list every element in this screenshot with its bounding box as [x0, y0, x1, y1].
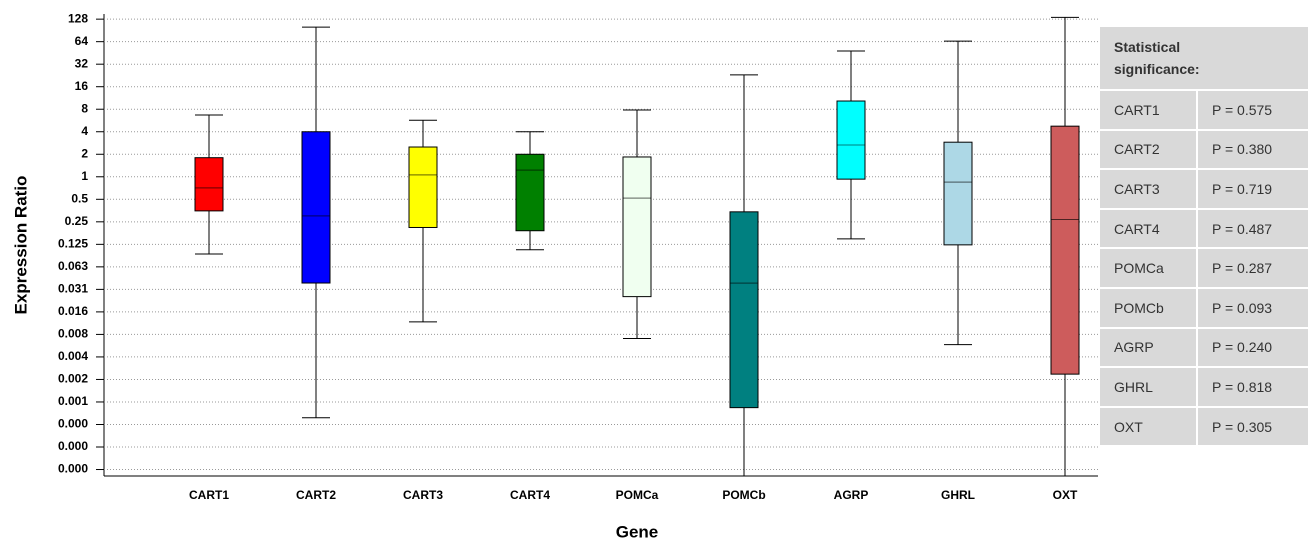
table-cell: P = 0.287 [1198, 249, 1308, 287]
y-tick-label: 128 [68, 11, 88, 25]
y-axis-label: Expression Ratio [11, 176, 30, 315]
y-tick-label: 0.016 [58, 304, 88, 318]
table-cell: AGRP [1100, 328, 1196, 367]
y-tick-label: 0.000 [58, 462, 88, 476]
y-tick-label: 16 [75, 79, 89, 93]
box [836, 100, 866, 180]
x-tick-label: CART1 [189, 488, 229, 502]
table-cell: GHRL [1100, 368, 1196, 406]
table-cell: P = 0.093 [1198, 289, 1308, 327]
x-tick-label: CART3 [403, 488, 443, 502]
box [301, 131, 331, 284]
table-cell: P = 0.487 [1198, 209, 1308, 248]
x-tick-label: GHRL [941, 488, 975, 502]
box [943, 141, 973, 246]
x-tick-label: AGRP [834, 488, 869, 502]
box [622, 156, 652, 298]
table-cell: Statistical significance: [1100, 27, 1308, 89]
y-tick-label: 0.000 [58, 439, 88, 453]
table-cell: P = 0.575 [1198, 91, 1308, 129]
table-cell: P = 0.719 [1198, 170, 1308, 208]
table-cell: P = 0.305 [1198, 407, 1308, 446]
y-tick-label: 32 [75, 56, 89, 70]
y-tick-label: 0.25 [65, 214, 89, 228]
box [1050, 125, 1080, 375]
x-tick-label: POMCb [722, 488, 765, 502]
y-tick-label: 0.125 [58, 237, 88, 251]
table-cell: P = 0.818 [1198, 368, 1308, 406]
y-tick-label: 0.002 [58, 372, 88, 386]
x-tick-label: OXT [1053, 488, 1078, 502]
box [408, 146, 438, 228]
x-tick-label: CART2 [296, 488, 336, 502]
box [515, 153, 545, 232]
table-cell: CART4 [1100, 209, 1196, 248]
x-axis-label: Gene [616, 522, 659, 541]
table-cell: CART2 [1100, 130, 1196, 169]
y-tick-label: 64 [75, 34, 89, 48]
table-cell: POMCa [1100, 249, 1196, 287]
table-cell: P = 0.380 [1198, 130, 1308, 169]
table-cell: P = 0.240 [1198, 328, 1308, 367]
y-tick-label: 0.063 [58, 259, 88, 273]
y-tick-label: 0.000 [58, 417, 88, 431]
y-tick-label: 4 [81, 124, 88, 138]
box [729, 211, 759, 409]
x-tick-label: POMCa [616, 488, 659, 502]
table-cell: OXT [1100, 407, 1196, 446]
x-tick-label: CART4 [510, 488, 550, 502]
y-tick-label: 0.004 [58, 349, 88, 363]
y-tick-label: 1 [81, 169, 88, 183]
table-cell: POMCb [1100, 289, 1196, 327]
box [194, 157, 224, 212]
y-tick-label: 2 [81, 146, 88, 160]
table-cell: CART1 [1100, 91, 1196, 129]
y-tick-label: 0.008 [58, 327, 88, 341]
y-tick-label: 8 [81, 101, 88, 115]
y-tick-label: 0.5 [71, 191, 88, 205]
table-cell: CART3 [1100, 170, 1196, 208]
y-tick-label: 0.001 [58, 394, 88, 408]
y-tick-label: 0.031 [58, 282, 88, 296]
